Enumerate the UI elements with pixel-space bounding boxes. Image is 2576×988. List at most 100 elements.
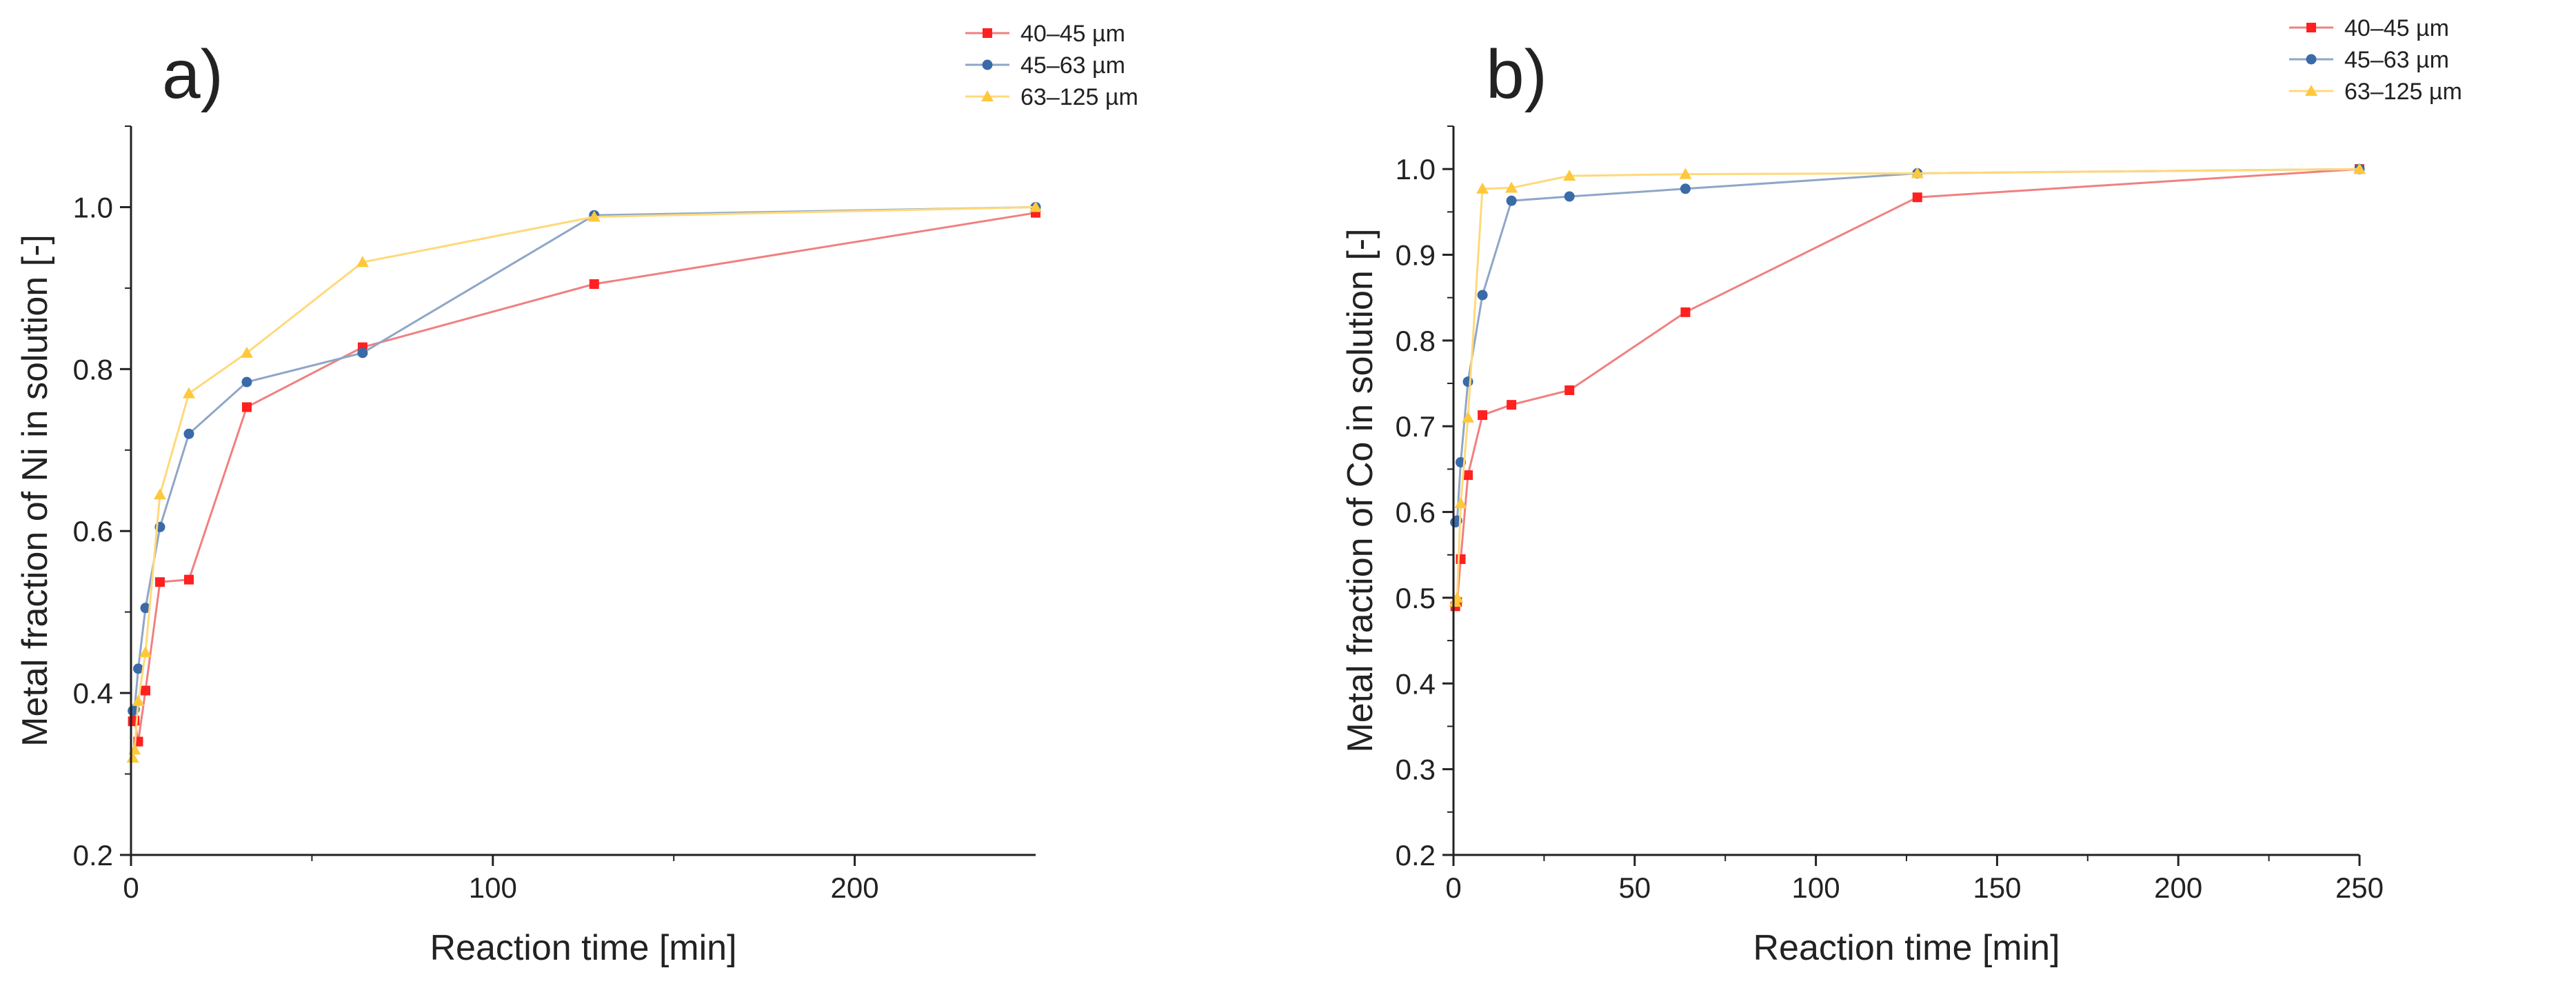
panel-b-x-tick-label: 250	[2335, 871, 2384, 904]
panel-a-data-point	[587, 210, 601, 222]
panel-a-legend-item-40-45: 40–45 µm	[965, 21, 1125, 47]
panel-b-series-line-45-63	[1454, 168, 2360, 523]
panel-b-data-point	[1680, 183, 1691, 194]
panel-b-data-point	[1456, 554, 1466, 564]
panel-b-y-tick-label: 0.3	[1396, 754, 1436, 786]
panel-b-legend-label: 63–125 µm	[2344, 79, 2462, 105]
panel-a-y-tick-label: 0.6	[73, 515, 113, 547]
panel-a-legend-marker	[983, 28, 992, 38]
panel-b-legend-item-63-125: 63–125 µm	[2289, 79, 2462, 105]
panel-b-data-point	[1476, 182, 1489, 194]
panel-b-y-tick-label: 1.0	[1396, 153, 1436, 185]
panel-a-x-tick-label: 200	[831, 871, 879, 904]
panel-a-legend-item-63-125: 63–125 µm	[965, 84, 1138, 110]
panel-b-y-tick-label: 0.9	[1396, 239, 1436, 272]
panel-b-x-axis-title: Reaction time [min]	[1753, 928, 2060, 968]
panel-b-data-point	[1462, 411, 1475, 423]
panel-b-data-point	[1679, 168, 1692, 179]
panel-a-data-point	[356, 256, 369, 268]
panel-b: b) 0.2 0.3 0.4 0.5 0.6 0.7 0.8 0.9 1.0 0 50 100 150 2…	[1340, 15, 2462, 968]
panel-b-legend: 40–45 µm 45–63 µm 63–125 µm	[2289, 15, 2462, 105]
panel-b-data-point	[1911, 167, 1924, 179]
panel-a-series-40-45	[128, 208, 1040, 747]
panel-a-series-45-63	[128, 201, 1041, 716]
panel-b-legend-marker	[2306, 54, 2317, 65]
panel-a-data-point	[140, 603, 151, 614]
panel-a-legend-item-45-63: 45–63 µm	[965, 52, 1125, 79]
panel-b-data-point	[1507, 400, 1517, 410]
panel-b-series-line-63-125	[1454, 168, 2360, 603]
panel-b-y-axis-title: Metal fraction of Co in solution [-]	[1340, 228, 1380, 752]
panel-a-data-point	[1029, 201, 1042, 212]
panel-a-legend-marker	[981, 90, 994, 101]
panel-b-y-tick-label: 0.4	[1396, 667, 1436, 700]
panel-a-x-tick-label: 100	[469, 871, 517, 904]
panel-b-data-point	[1477, 290, 1488, 301]
panel-a-data-point	[153, 488, 166, 500]
panel-b-y-tick-label: 0.7	[1396, 410, 1436, 443]
panel-b-y-tick-label: 0.2	[1396, 839, 1436, 871]
panel-b-data-point	[1563, 170, 1576, 181]
panel-a-data-point	[139, 646, 152, 658]
panel-a-legend-label: 63–125 µm	[1020, 84, 1138, 110]
panel-a-y-tick-label: 1.0	[73, 191, 113, 223]
panel-b-data-point	[1463, 470, 1473, 481]
panel-b-x-tick-label: 50	[1618, 871, 1651, 904]
panel-a-series-line-40-45	[132, 212, 1036, 742]
panel-b-legend-marker	[2306, 23, 2316, 32]
panel-b-legend-item-45-63: 45–63 µm	[2289, 47, 2449, 73]
panel-b-x-tick-label: 150	[1973, 871, 2021, 904]
panel-b-y-tick-label: 0.5	[1396, 582, 1436, 614]
panel-a-data-point	[240, 346, 253, 358]
panel-b-label: b)	[1486, 36, 1547, 113]
panel-b-x-tick-label: 0	[1445, 871, 1461, 904]
panel-b-x-tick-label: 200	[2154, 871, 2202, 904]
panel-a-y-tick-label: 0.4	[73, 677, 113, 709]
panel-a-y-tick-label: 0.8	[73, 353, 113, 385]
panel-a-x-axis-title: Reaction time [min]	[430, 928, 736, 968]
panel-b-legend-label: 45–63 µm	[2344, 47, 2449, 73]
panel-a-data-point	[132, 694, 145, 706]
panel-b-x-tick-label: 100	[1792, 871, 1840, 904]
panel-a-data-point	[357, 347, 368, 359]
panel-a-x-tick-label: 0	[123, 871, 139, 904]
panel-a-data-point	[132, 663, 143, 674]
panel-a-data-point	[183, 574, 194, 585]
panel-b-legend-label: 40–45 µm	[2344, 15, 2449, 41]
panel-a-y-axis-title: Metal fraction of Ni in solution [-]	[15, 234, 55, 747]
panel-a-legend-marker	[982, 59, 993, 70]
panel-b-series-45-63	[1450, 163, 2365, 528]
panel-a-data-point	[154, 577, 165, 587]
panel-a-legend-label: 40–45 µm	[1020, 21, 1125, 47]
panel-a-label: a)	[162, 36, 223, 113]
panel-a-data-point	[140, 685, 150, 696]
panel-b-data-point	[1454, 497, 1467, 509]
panel-b-data-point	[1505, 181, 1518, 193]
panel-b-series-40-45	[1450, 164, 2364, 612]
panel-b-series-line-40-45	[1454, 168, 2360, 607]
panel-b-legend-marker	[2305, 85, 2317, 96]
panel-b-data-point	[1506, 195, 1517, 206]
panel-a-series-line-63-125	[132, 205, 1036, 758]
panel-b-legend-item-40-45: 40–45 µm	[2289, 15, 2449, 41]
panel-a-data-point	[126, 752, 139, 763]
panel-b-data-point	[1564, 191, 1575, 202]
panel-a-data-point	[241, 402, 252, 412]
panel-b-data-point	[1462, 376, 1473, 387]
panel-b-data-point	[1680, 307, 1691, 317]
panel-b-y-tick-label: 0.8	[1396, 325, 1436, 357]
panel-b-data-point	[1912, 192, 1922, 203]
panel-a-legend: 40–45 µm 45–63 µm 63–125 µm	[965, 21, 1138, 110]
panel-a-data-point	[589, 279, 599, 290]
panel-b-data-point	[1478, 410, 1488, 421]
panel-a-series-line-45-63	[132, 205, 1036, 712]
panel-a-data-point	[183, 428, 194, 439]
panel-b-series-63-125	[1449, 163, 2366, 607]
panel-a-series-63-125	[126, 201, 1042, 763]
panel-b-data-point	[1564, 385, 1575, 396]
panel-a-legend-label: 45–63 µm	[1020, 52, 1125, 79]
panel-a-y-tick-label: 0.2	[73, 839, 113, 871]
panel-a-data-point	[182, 387, 195, 399]
panel-b-data-point	[2353, 163, 2366, 174]
